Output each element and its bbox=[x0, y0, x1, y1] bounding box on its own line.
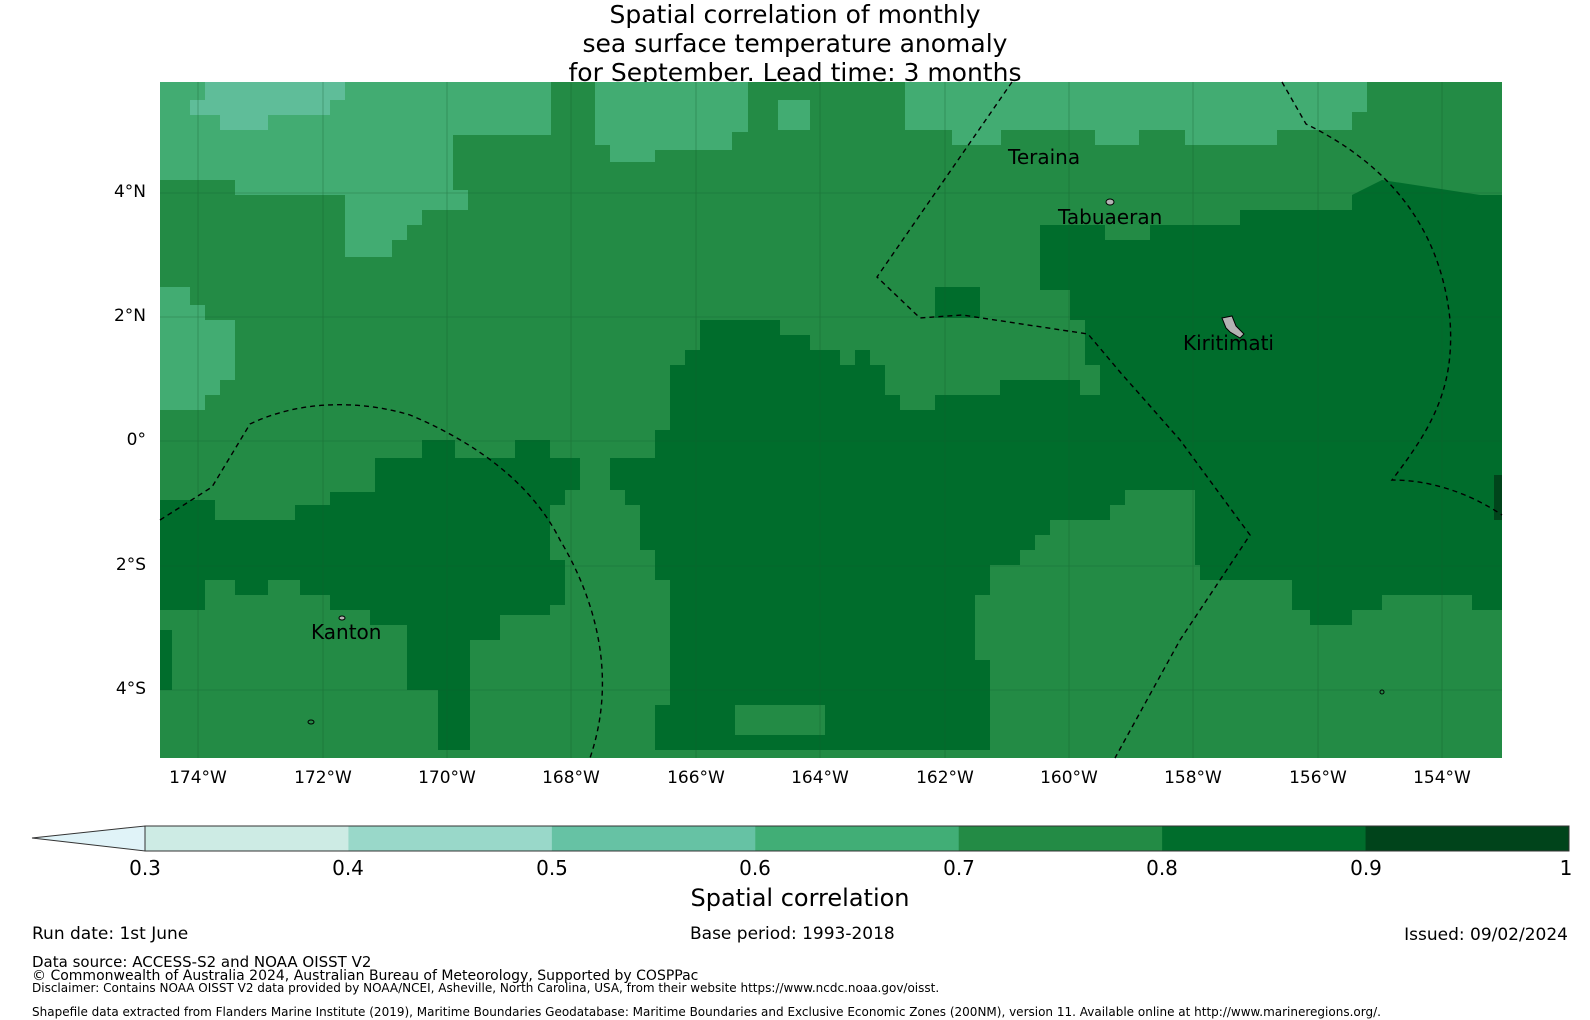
base-period: Base period: 1993-2018 bbox=[690, 924, 895, 944]
island-kiritimati bbox=[1221, 315, 1245, 339]
colorbar-segment bbox=[348, 826, 553, 851]
island-kanton bbox=[338, 615, 346, 621]
lon-label-168w: 168°W bbox=[542, 768, 600, 788]
lat-label-0: 0° bbox=[126, 430, 146, 450]
region-center-08 bbox=[610, 320, 1170, 750]
lat-label-4n: 4°N bbox=[113, 182, 146, 202]
region-n-small-06 bbox=[778, 100, 810, 130]
colorbar-segment bbox=[958, 826, 1163, 851]
eez-boundary-line-islands-north bbox=[876, 81, 1251, 759]
island-tabuaeran bbox=[1105, 198, 1115, 206]
island-small-2 bbox=[1379, 689, 1385, 695]
place-label-kiritimati: Kiritimati bbox=[1183, 331, 1274, 355]
region-inset-07 bbox=[735, 705, 825, 735]
correlation-regions bbox=[160, 82, 1502, 750]
region-nw-06 bbox=[160, 82, 748, 162]
colorbar-tick-07: 0.7 bbox=[943, 856, 975, 880]
region-ne-06 bbox=[905, 82, 1367, 145]
region-sw-08 bbox=[160, 440, 580, 750]
title-line-2: sea surface temperature anomaly bbox=[582, 29, 1008, 58]
region-east-08 bbox=[1040, 195, 1502, 625]
region-inset-07b bbox=[550, 645, 595, 658]
lon-label-156w: 156°W bbox=[1289, 768, 1347, 788]
colorbar-segment bbox=[1162, 826, 1367, 851]
region-ne-strip-08 bbox=[1352, 180, 1480, 210]
title-line-1: Spatial correlation of monthly bbox=[609, 0, 981, 29]
colorbar-tick-1: 1 bbox=[1559, 856, 1573, 880]
region-small-08 bbox=[935, 287, 980, 318]
island-small-1 bbox=[307, 719, 315, 725]
place-label-tabuaeran: Tabuaeran bbox=[1057, 205, 1162, 229]
colorbar-segment bbox=[755, 826, 960, 851]
issued-date: Issued: 09/02/2024 bbox=[1404, 925, 1568, 945]
graticule bbox=[160, 82, 1502, 758]
islands bbox=[307, 198, 1385, 725]
colorbar-tick-04: 0.4 bbox=[332, 856, 364, 880]
region-west-edge-08 bbox=[160, 630, 172, 690]
colorbar-tick-08: 0.8 bbox=[1146, 856, 1178, 880]
colorbar-tick-06: 0.6 bbox=[739, 856, 771, 880]
lon-label-154w: 154°W bbox=[1413, 768, 1471, 788]
data-source: Data source: ACCESS-S2 and NOAA OISST V2 bbox=[32, 953, 372, 971]
colorbar-segment bbox=[145, 826, 349, 851]
colorbar-tick-05: 0.5 bbox=[536, 856, 568, 880]
colorbar-extend-arrow bbox=[31, 825, 146, 852]
lon-label-170w: 170°W bbox=[418, 768, 476, 788]
lon-label-172w: 172°W bbox=[294, 768, 352, 788]
colorbar-frame bbox=[144, 825, 1570, 852]
lon-label-158w: 158°W bbox=[1164, 768, 1222, 788]
disclaimer: Disclaimer: Contains NOAA OISST V2 data … bbox=[32, 981, 940, 995]
colorbar-tick-09: 0.9 bbox=[1350, 856, 1382, 880]
lon-label-174w: 174°W bbox=[169, 768, 227, 788]
lat-label-4s: 4°S bbox=[115, 679, 146, 699]
shapefile-credit: Shapefile data extracted from Flanders M… bbox=[32, 1005, 1381, 1019]
region-west-lat2-06 bbox=[160, 287, 235, 410]
colorbar bbox=[31, 825, 1570, 852]
lon-label-166w: 166°W bbox=[667, 768, 725, 788]
region-east-edge-09 bbox=[1494, 475, 1502, 520]
colorbar-tick-03: 0.3 bbox=[129, 856, 161, 880]
lat-label-2s: 2°S bbox=[115, 555, 146, 575]
colorbar-label: Spatial correlation bbox=[690, 884, 910, 912]
lon-label-160w: 160°W bbox=[1040, 768, 1098, 788]
colorbar-segment bbox=[1365, 826, 1570, 851]
eez-boundaries bbox=[159, 81, 1503, 759]
lon-label-164w: 164°W bbox=[791, 768, 849, 788]
eez-boundary-line-islands-east bbox=[1281, 81, 1503, 516]
lat-label-2n: 2°N bbox=[113, 306, 146, 326]
copyright: © Commonwealth of Australia 2024, Austra… bbox=[32, 968, 699, 984]
place-label-kanton: Kanton bbox=[311, 620, 381, 644]
place-label-teraina: Teraina bbox=[1007, 145, 1080, 169]
colorbar-segments bbox=[31, 825, 1570, 852]
colorbar-segment bbox=[551, 826, 756, 851]
eez-boundary-phoenix bbox=[159, 404, 604, 759]
region-nw-05 bbox=[190, 82, 345, 130]
run-date: Run date: 1st June bbox=[32, 924, 189, 944]
lon-label-162w: 162°W bbox=[916, 768, 974, 788]
